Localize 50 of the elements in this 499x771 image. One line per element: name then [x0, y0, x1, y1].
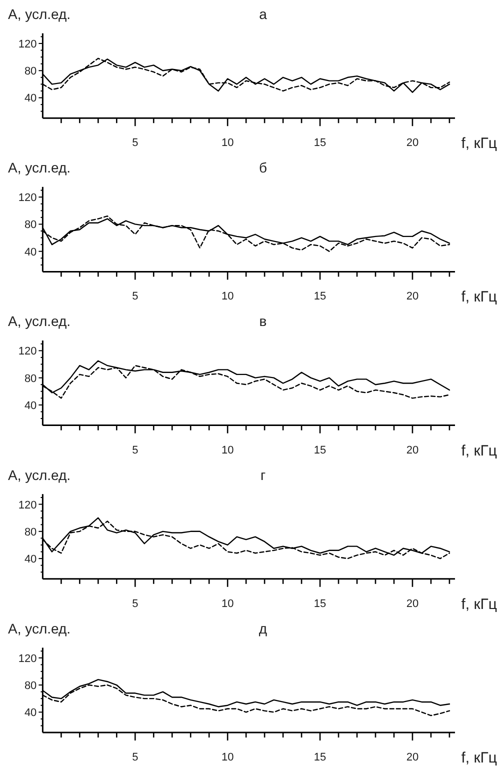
x-axis-title: f, кГц [461, 135, 498, 152]
x-tick-label: 10 [221, 444, 234, 456]
x-tick-label: 10 [221, 752, 234, 764]
y-tick-label: 80 [24, 680, 37, 692]
chart-title: а [259, 6, 268, 22]
x-tick-label: 10 [221, 137, 234, 150]
x-tick-label: 20 [406, 290, 419, 303]
x-tick-label: 20 [406, 598, 419, 610]
x-tick-label: 5 [132, 290, 138, 303]
x-tick-label: 15 [314, 444, 326, 456]
x-tick-label: 20 [406, 137, 419, 150]
x-tick-label: 15 [314, 290, 326, 303]
y-tick-label: 80 [24, 372, 37, 385]
y-axis-title: A, усл.ед. [8, 620, 71, 636]
y-tick-label: 120 [18, 38, 37, 50]
chart-title: в [259, 313, 267, 330]
y-tick-label: 40 [24, 92, 37, 105]
y-axis-title: A, усл.ед. [8, 313, 71, 330]
y-tick-label: 120 [18, 499, 37, 512]
chart-title: б [258, 160, 268, 176]
x-tick-label: 5 [132, 444, 138, 456]
x-tick-label: 10 [221, 598, 234, 610]
y-axis-title: A, усл.ед. [8, 466, 71, 483]
x-axis-title: f, кГц [461, 596, 498, 613]
x-tick-label: 5 [132, 752, 138, 764]
y-tick-label: 120 [18, 346, 37, 358]
y-axis-title: A, усл.ед. [8, 160, 71, 176]
y-tick-label: 40 [24, 246, 37, 258]
x-tick-label: 5 [132, 137, 138, 150]
y-tick-label: 80 [24, 526, 37, 538]
y-tick-label: 40 [24, 400, 37, 412]
x-axis-title: f, кГц [461, 288, 498, 306]
y-tick-label: 40 [24, 707, 37, 720]
y-tick-label: 120 [18, 652, 37, 665]
x-tick-label: 20 [406, 444, 419, 456]
x-tick-label: 10 [221, 290, 234, 303]
chart-title: д [258, 620, 268, 636]
y-axis-title: A, усл.ед. [8, 6, 71, 22]
x-tick-label: 15 [314, 598, 326, 610]
chart-title: г [260, 466, 266, 483]
x-tick-label: 5 [132, 598, 138, 610]
y-tick-label: 40 [24, 554, 37, 566]
x-axis-title: f, кГц [461, 442, 498, 460]
x-tick-label: 15 [314, 137, 326, 150]
x-tick-label: 15 [314, 752, 326, 764]
y-tick-label: 80 [24, 219, 37, 232]
x-axis-title: f, кГц [461, 750, 498, 766]
y-tick-label: 80 [24, 66, 37, 78]
x-tick-label: 20 [406, 752, 419, 764]
y-tick-label: 120 [18, 192, 37, 204]
